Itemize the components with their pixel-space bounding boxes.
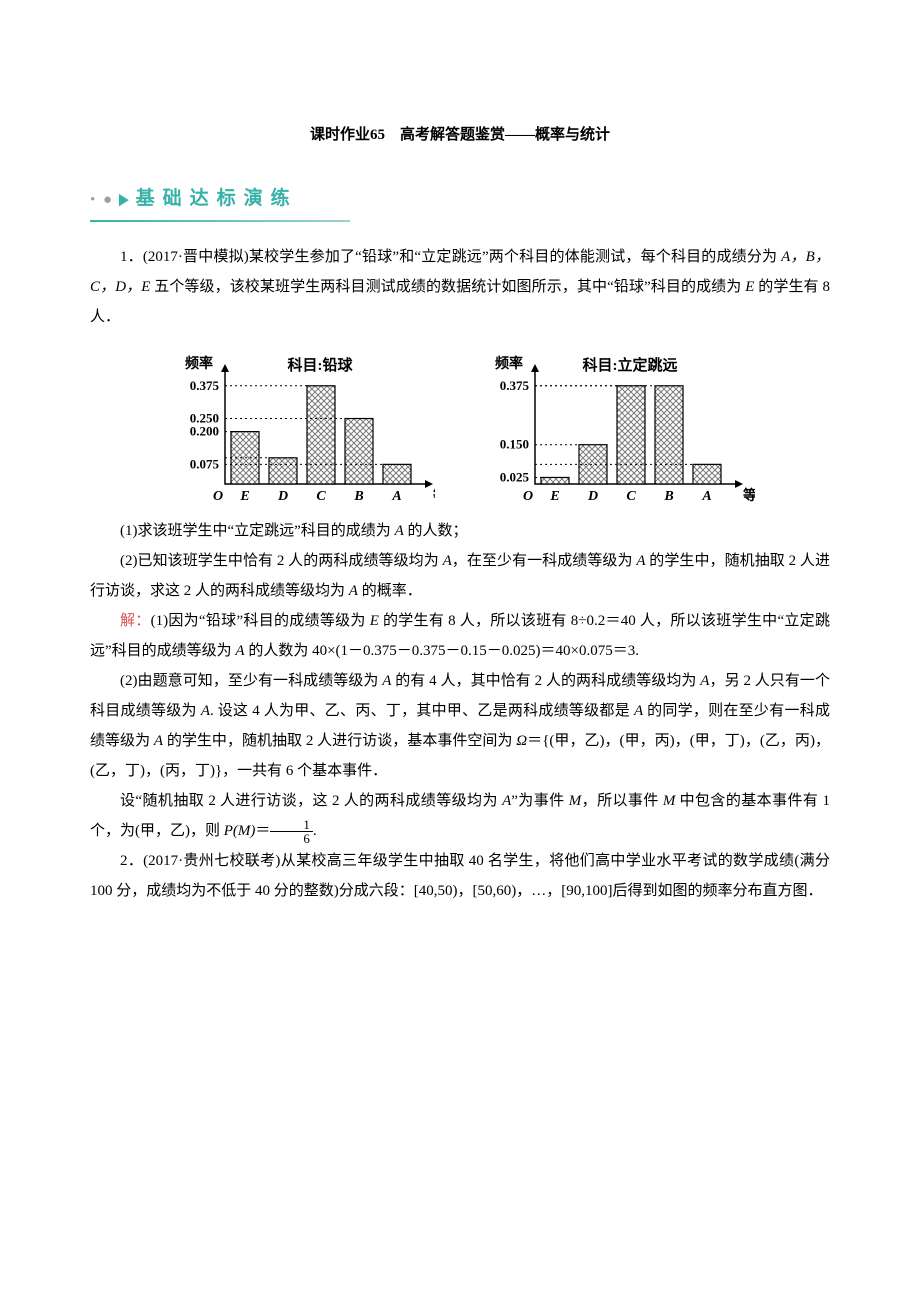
svg-text:0.150: 0.150 xyxy=(500,437,529,452)
svg-text:B: B xyxy=(663,489,673,504)
svg-text:B: B xyxy=(353,489,363,504)
chart-longjump: 频率 科目:立定跳远 0.025 0.150 0.375 O E D C B A 等级 xyxy=(475,344,755,504)
header-underline xyxy=(90,220,350,222)
svg-text:科目:铅球: 科目:铅球 xyxy=(288,356,354,374)
svg-text:0.075: 0.075 xyxy=(190,456,220,471)
grade-a: A xyxy=(634,703,643,719)
grade-a: A xyxy=(502,793,511,809)
svg-text:D: D xyxy=(587,489,598,504)
svg-text:0.250: 0.250 xyxy=(190,411,219,426)
header-marker: ▶ xyxy=(119,185,128,215)
chart-shotput: 频率 科目:铅球 0.075 0.2000.250 0.375 O E D C B A 等级 xyxy=(165,344,435,504)
text: ＝ xyxy=(255,823,270,839)
text: (2)已知该班学生中恰有 2 人的两科成绩等级均为 xyxy=(120,553,443,569)
svg-text:0.375: 0.375 xyxy=(500,378,530,393)
fraction: 16 xyxy=(270,818,313,845)
q1-sub2: (2)已知该班学生中恰有 2 人的两科成绩等级均为 A，在至少有一科成绩等级为 … xyxy=(90,546,830,606)
q1-solution1: 解：(1)因为“铅球”科目的成绩等级为 E 的学生有 8 人，所以该班有 8÷0… xyxy=(90,606,830,666)
text: . 设这 4 人为甲、乙、丙、丁，其中甲、乙是两科成绩等级都是 xyxy=(210,703,634,719)
grade-a: A xyxy=(443,553,452,569)
svg-text:O: O xyxy=(213,489,223,504)
text: 五个等级，该校某班学生两科目测试成绩的数据统计如图所示，其中“铅球”科目的成绩为 xyxy=(150,279,745,295)
text: (1)求该班学生中“立定跳远”科目的成绩为 xyxy=(120,523,395,539)
svg-text:C: C xyxy=(626,489,636,504)
svg-text:A: A xyxy=(391,489,401,504)
text: ，在至少有一科成绩等级为 xyxy=(452,553,637,569)
q2-stem: 2．(2017·贵州七校联考)从某校高三年级学生中抽取 40 名学生，将他们高中… xyxy=(90,846,830,906)
m: M xyxy=(663,793,676,809)
svg-text:频率: 频率 xyxy=(495,355,523,372)
text: ，所以事件 xyxy=(581,793,663,809)
text: 的概率． xyxy=(358,583,422,599)
grade-a: A xyxy=(154,733,163,749)
svg-text:A: A xyxy=(701,489,711,504)
grade-a: A xyxy=(395,523,404,539)
grade-a: A xyxy=(201,703,210,719)
text: 的有 4 人，其中恰有 2 人的两科成绩等级均为 xyxy=(391,673,700,689)
text: . xyxy=(313,823,317,839)
m: M xyxy=(569,793,582,809)
solution-label: 解： xyxy=(120,613,151,629)
denominator: 6 xyxy=(270,832,313,845)
page: 课时作业65 高考解答题鉴赏——概率与统计 • ● ▶ 基础达标演练 1．(2017… xyxy=(0,0,920,966)
charts-row: 频率 科目:铅球 0.075 0.2000.250 0.375 O E D C B A 等级 频率 科目… xyxy=(90,344,830,504)
grade-a: A xyxy=(235,643,244,659)
q1-stem: 1．(2017·晋中模拟)某校学生参加了“铅球”和“立定跳远”两个科目的体能测试… xyxy=(90,242,830,332)
omega: Ω xyxy=(516,733,527,749)
text: (1)因为“铅球”科目的成绩等级为 xyxy=(151,613,370,629)
svg-text:0.025: 0.025 xyxy=(500,469,530,484)
grade-e: E xyxy=(370,613,379,629)
svg-text:等级: 等级 xyxy=(433,487,435,504)
header-dots: • ● xyxy=(90,192,114,208)
pm: P(M) xyxy=(224,823,256,839)
text: 1．(2017·晋中模拟)某校学生参加了“铅球”和“立定跳远”两个科目的体能测试… xyxy=(120,249,781,265)
q1-solution3: 设“随机抽取 2 人进行访谈，这 2 人的两科成绩等级均为 A”为事件 M，所以… xyxy=(90,786,830,846)
text: (2)由题意可知，至少有一科成绩等级为 xyxy=(120,673,382,689)
header-text: 基础达标演练 xyxy=(136,188,298,209)
svg-text:科目:立定跳远: 科目:立定跳远 xyxy=(583,356,678,374)
svg-text:等级: 等级 xyxy=(743,487,755,504)
q1-sub1: (1)求该班学生中“立定跳远”科目的成绩为 A 的人数； xyxy=(90,516,830,546)
svg-text:频率: 频率 xyxy=(185,355,213,372)
page-title: 课时作业65 高考解答题鉴赏——概率与统计 xyxy=(90,120,830,150)
svg-text:D: D xyxy=(277,489,288,504)
grade-a: A xyxy=(349,583,358,599)
q1-solution2: (2)由题意可知，至少有一科成绩等级为 A 的有 4 人，其中恰有 2 人的两科… xyxy=(90,666,830,786)
svg-text:E: E xyxy=(549,489,559,504)
text: 的人数； xyxy=(404,523,468,539)
svg-text:O: O xyxy=(523,489,533,504)
svg-text:0.200: 0.200 xyxy=(190,424,219,439)
svg-text:C: C xyxy=(316,489,326,504)
text: 的人数为 40×(1－0.375－0.375－0.15－0.025)＝40×0.… xyxy=(245,643,639,659)
text: 的学生中，随机抽取 2 人进行访谈，基本事件空间为 xyxy=(163,733,516,749)
svg-text:E: E xyxy=(239,489,249,504)
svg-text:0.375: 0.375 xyxy=(190,378,220,393)
numerator: 1 xyxy=(270,818,313,832)
text: 设“随机抽取 2 人进行访谈，这 2 人的两科成绩等级均为 xyxy=(120,793,502,809)
text: ”为事件 xyxy=(511,793,569,809)
section-header: • ● ▶ 基础达标演练 xyxy=(90,180,830,222)
